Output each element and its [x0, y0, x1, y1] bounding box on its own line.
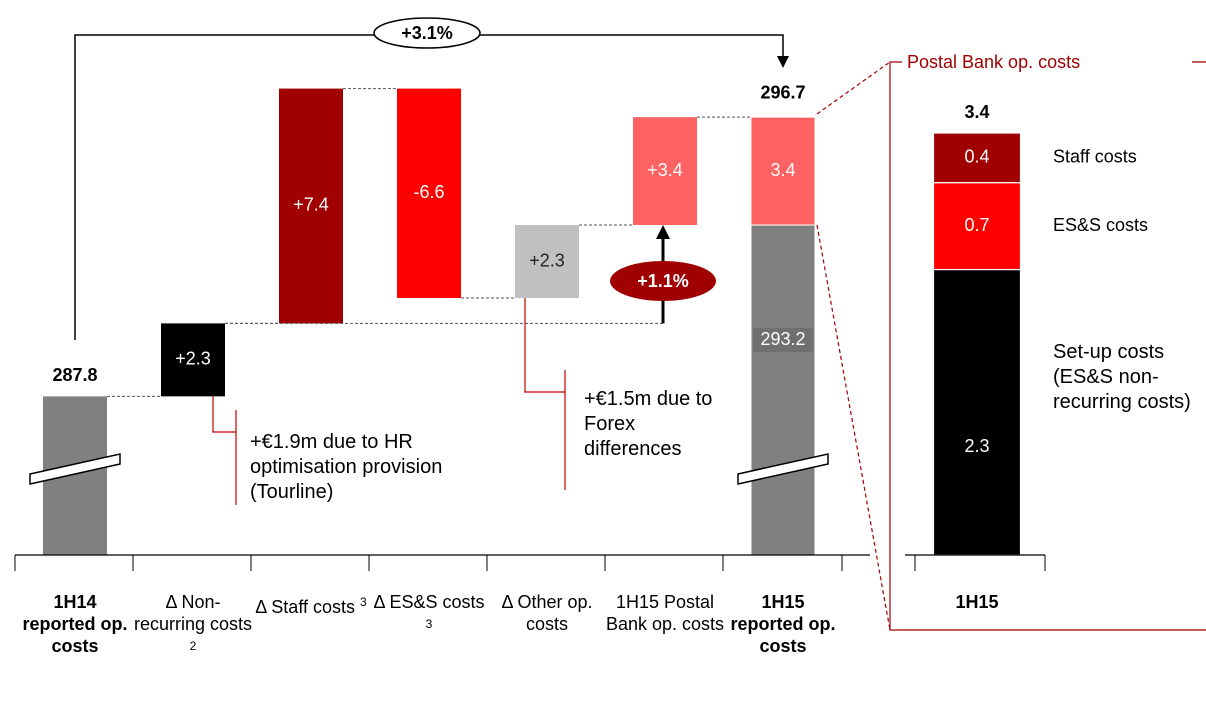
badge-label: +3.1%	[401, 23, 453, 43]
category: 1H14 reported op. costs	[22, 592, 128, 656]
segment-label: 0.7	[964, 215, 989, 235]
segment-label: 293.2	[760, 329, 805, 349]
bar	[161, 323, 225, 397]
footnote: 2	[189, 639, 197, 653]
bar	[515, 225, 579, 298]
value-label: +3.4	[647, 160, 683, 180]
bar-segment	[932, 182, 1022, 271]
x-tick-label: 1H14 reported op. costs	[15, 591, 135, 657]
bar-segment	[750, 224, 816, 556]
arrowhead	[777, 56, 789, 68]
zoom-line	[816, 61, 891, 115]
category: Δ Staff costs	[255, 597, 356, 617]
annotation: +€1.9m due to HR optimisation provision …	[250, 431, 443, 503]
callout-line	[212, 396, 236, 433]
x-tick-label: Δ ES&S costs 3	[369, 591, 489, 640]
value-label: -6.6	[413, 182, 444, 202]
category: Δ Non-recurring costs	[133, 592, 253, 634]
x-tick-label: Δ Non-recurring costs 2	[133, 591, 253, 662]
category: 1H15 Postal Bank op. costs	[605, 592, 725, 634]
x-tick-label: Δ Staff costs 3	[251, 591, 371, 618]
x-tick-label: 1H15	[955, 592, 998, 612]
footnote: 3	[425, 617, 433, 631]
label-box	[753, 328, 813, 353]
zoom-line	[816, 224, 891, 631]
category: Δ ES&S costs	[373, 592, 485, 612]
panel-title: Postal Bank op. costs	[907, 52, 1080, 72]
total-label: 287.8	[52, 365, 97, 385]
bar	[397, 88, 461, 298]
segment-label: 2.3	[964, 436, 989, 456]
bar	[633, 117, 697, 226]
annotation: +€1.5m due to Forex differences	[584, 388, 713, 460]
value-label: +2.3	[529, 250, 565, 270]
axis-break	[737, 453, 829, 485]
segment-label: 3.4	[770, 160, 795, 180]
value-label: +2.3	[175, 349, 211, 369]
legend-label: Set-up costs (ES&S non-recurring costs)	[1053, 341, 1191, 414]
category: Δ Other op. costs	[501, 592, 593, 634]
axis-break	[29, 453, 121, 485]
badge-label: +1.1%	[637, 271, 689, 291]
total-label: 296.7	[760, 83, 805, 103]
total-label: 3.4	[964, 102, 989, 122]
x-tick-label: Δ Other op. costs	[487, 591, 607, 635]
callout-line	[524, 298, 565, 393]
bar-segment	[750, 116, 816, 226]
x-tick-label: 1H15 reported op. costs	[723, 591, 843, 657]
legend-label: Staff costs	[1053, 147, 1137, 167]
badge	[373, 17, 481, 49]
bar-segment	[932, 268, 1022, 556]
panel-frame	[889, 61, 1206, 631]
value-label: +7.4	[293, 195, 329, 215]
legend-label: ES&S costs	[1053, 215, 1148, 235]
badge	[610, 261, 716, 301]
footnote: 3	[360, 595, 367, 609]
arrowhead	[656, 225, 670, 240]
bar-segment	[932, 132, 1022, 184]
segment-label: 0.4	[964, 147, 989, 167]
category: 1H15 reported op. costs	[730, 592, 836, 656]
bar	[279, 88, 343, 324]
x-tick-label: 1H15 Postal Bank op. costs	[605, 591, 725, 635]
